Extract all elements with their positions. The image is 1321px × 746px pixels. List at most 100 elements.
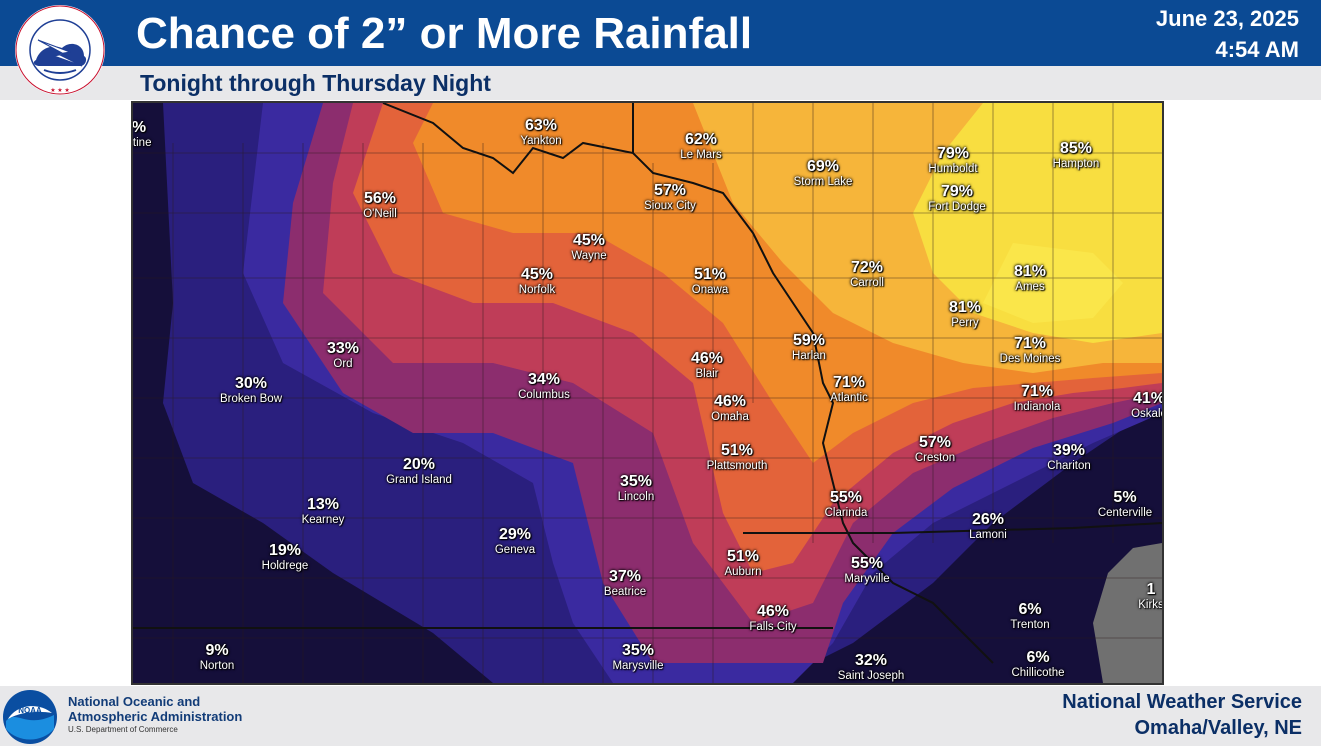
city-label: 63% Yankton	[520, 117, 561, 148]
city-name: Auburn	[724, 566, 762, 578]
city-name: Oskalo	[1131, 408, 1164, 420]
issue-date: June 23, 2025	[1155, 6, 1299, 31]
city-percentage: 57%	[918, 434, 952, 451]
nws-logo: ★ ★ ★	[15, 5, 105, 95]
city-percentage: 79%	[936, 145, 970, 162]
city-label: 72% Carroll	[850, 259, 884, 290]
city-label: 9% Norton	[200, 642, 235, 673]
city-label: 56% O'Neill	[363, 190, 397, 221]
city-percentage: 55%	[850, 555, 884, 572]
city-label: 59% Harlan	[792, 332, 826, 363]
city-name: Omaha	[711, 411, 749, 423]
city-percentage: 46%	[756, 603, 790, 620]
city-name: Plattsmouth	[706, 460, 768, 472]
city-label: 55% Maryville	[844, 555, 889, 586]
city-name: Fort Dodge	[928, 201, 986, 213]
city-name: Saint Joseph	[837, 670, 905, 682]
city-percentage: 63%	[524, 117, 558, 134]
office-name: Omaha/Valley, NE	[1134, 717, 1303, 739]
city-name: Trenton	[1010, 619, 1050, 631]
city-name: Le Mars	[680, 149, 722, 161]
city-label: 1 Kirks	[1138, 581, 1164, 612]
city-label: 13% Kearney	[302, 496, 345, 527]
city-percentage: 29%	[498, 526, 532, 543]
city-name: Chariton	[1047, 460, 1091, 472]
city-name: Norton	[199, 660, 235, 672]
city-label: 45% Wayne	[571, 232, 606, 263]
city-percentage: 56%	[363, 190, 397, 207]
county-lines	[133, 103, 1162, 683]
city-name: Broken Bow	[219, 393, 283, 405]
city-name: Harlan	[792, 350, 826, 362]
city-label: 35% Marysville	[612, 642, 663, 673]
city-label: 79% Fort Dodge	[928, 183, 986, 214]
city-label: 69% Storm Lake	[794, 158, 853, 189]
city-percentage: 1	[1146, 581, 1156, 598]
city-label: 30% Broken Bow	[220, 375, 282, 406]
city-percentage: 59%	[792, 332, 826, 349]
city-name: Kirks	[1138, 599, 1164, 611]
city-label: 51% Auburn	[724, 548, 761, 579]
issue-time: 4:54 AM	[1215, 37, 1299, 62]
city-percentage: 81%	[948, 299, 982, 316]
city-name: Blair	[695, 368, 719, 380]
city-label: 51% Plattsmouth	[707, 442, 768, 473]
city-percentage: 19%	[268, 542, 302, 559]
city-name: Maryville	[844, 573, 890, 585]
city-name: Hampton	[1052, 158, 1100, 170]
city-percentage: 79%	[940, 183, 974, 200]
city-name: Perry	[951, 317, 979, 329]
city-name: Kearney	[301, 514, 345, 526]
city-label: 26% Lamoni	[969, 511, 1007, 542]
city-percentage: 57%	[653, 182, 687, 199]
city-percentage: 69%	[806, 158, 840, 175]
city-name: Creston	[914, 452, 956, 464]
city-label: 51% Onawa	[692, 266, 728, 297]
city-label: 19% Holdrege	[262, 542, 309, 573]
city-label: 85% Hampton	[1053, 140, 1100, 171]
city-name: Beatrice	[603, 586, 647, 598]
city-name: Ord	[333, 358, 353, 370]
city-percentage: 6%	[1018, 601, 1042, 618]
city-label: 33% Ord	[327, 340, 359, 371]
city-name: Indianola	[1013, 401, 1061, 413]
city-name: Chillicothe	[1011, 667, 1065, 679]
city-name: Falls City	[749, 621, 797, 633]
city-percentage: 34%	[527, 371, 561, 388]
city-percentage: 81%	[1013, 263, 1047, 280]
department-name: U.S. Department of Commerce	[68, 725, 178, 734]
city-name: Grand Island	[386, 474, 452, 486]
city-label: 41% Oskalo	[1131, 390, 1164, 421]
city-percentage: 72%	[850, 259, 884, 276]
city-name: Clarinda	[824, 507, 868, 519]
city-label: 46% Blair	[691, 350, 723, 381]
page-subtitle: Tonight through Thursday Night	[140, 70, 491, 96]
city-percentage: 32%	[854, 652, 888, 669]
title-bar	[0, 0, 1321, 66]
city-percentage: 6%	[1026, 649, 1050, 666]
city-label: 79% Humboldt	[928, 145, 977, 176]
city-name: Holdrege	[261, 560, 309, 572]
city-percentage: 51%	[726, 548, 760, 565]
svg-text:★ ★ ★: ★ ★ ★	[50, 87, 69, 94]
city-name: Geneva	[494, 544, 536, 556]
city-name: Des Moines	[999, 353, 1061, 365]
city-percentage: 46%	[713, 393, 747, 410]
city-label: 55% Clarinda	[825, 489, 868, 520]
city-percentage: 71%	[1013, 335, 1047, 352]
city-percentage: 33%	[326, 340, 360, 357]
city-name: Sioux City	[644, 200, 696, 212]
city-percentage: 37%	[608, 568, 642, 585]
city-percentage: 39%	[1052, 442, 1086, 459]
city-name: ntine	[132, 137, 152, 149]
city-name: Columbus	[518, 389, 570, 401]
city-name: Wayne	[571, 250, 607, 262]
city-percentage: 9%	[205, 642, 229, 659]
city-percentage: 85%	[1059, 140, 1093, 157]
city-label: 57% Creston	[915, 434, 955, 465]
city-name: Atlantic	[830, 392, 868, 404]
city-percentage: 62%	[684, 131, 718, 148]
state-borders	[133, 103, 1162, 664]
city-name: Humboldt	[928, 163, 978, 175]
city-label: 37% Beatrice	[604, 568, 646, 599]
